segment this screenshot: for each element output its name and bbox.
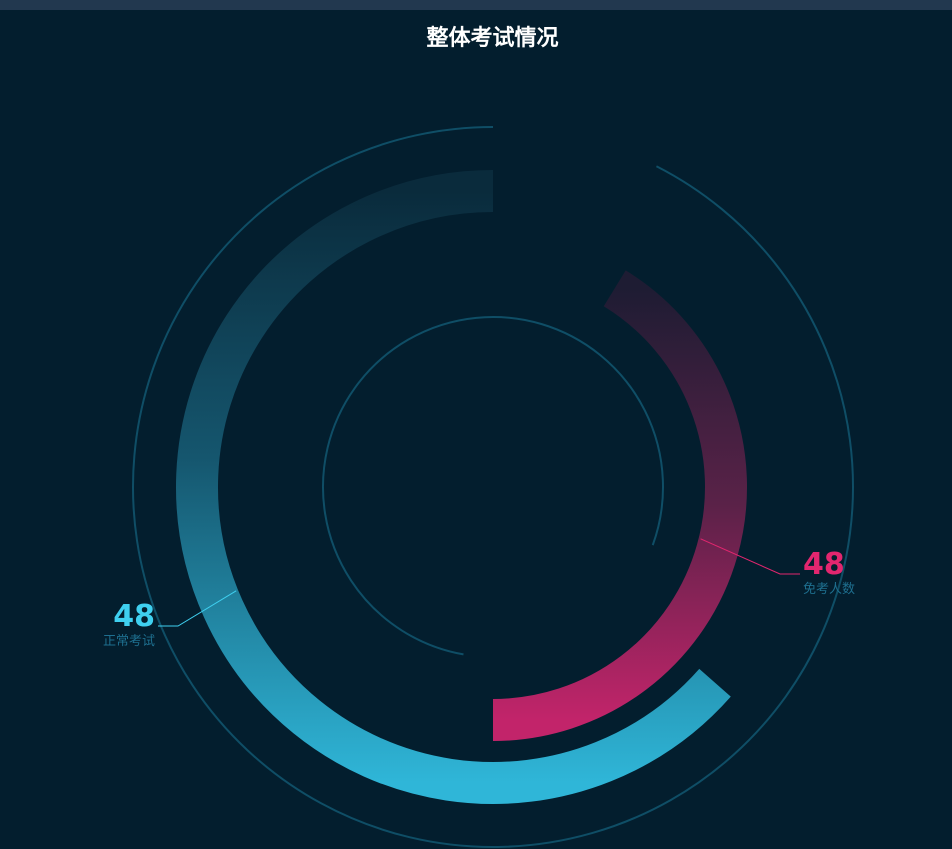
decorative-rings [131, 126, 854, 848]
ring-slice-normal [176, 170, 731, 804]
data-rings [176, 170, 747, 804]
chart-title: 整体考试情况 [426, 26, 559, 51]
data-label-normal-name: 正常考试 [103, 634, 155, 649]
data-label-normal-value: 48 [113, 599, 155, 634]
leader-line-exempt [700, 538, 800, 575]
leader-line-normal [158, 590, 237, 627]
data-label-exempt-value: 48 [803, 547, 845, 582]
outer-decorative-arc [131, 126, 854, 848]
top-bar [0, 0, 952, 10]
data-label-exempt-name: 免考人数 [803, 582, 855, 597]
inner-decorative-arc [322, 316, 664, 656]
ring-slice-exempt [492, 270, 747, 741]
